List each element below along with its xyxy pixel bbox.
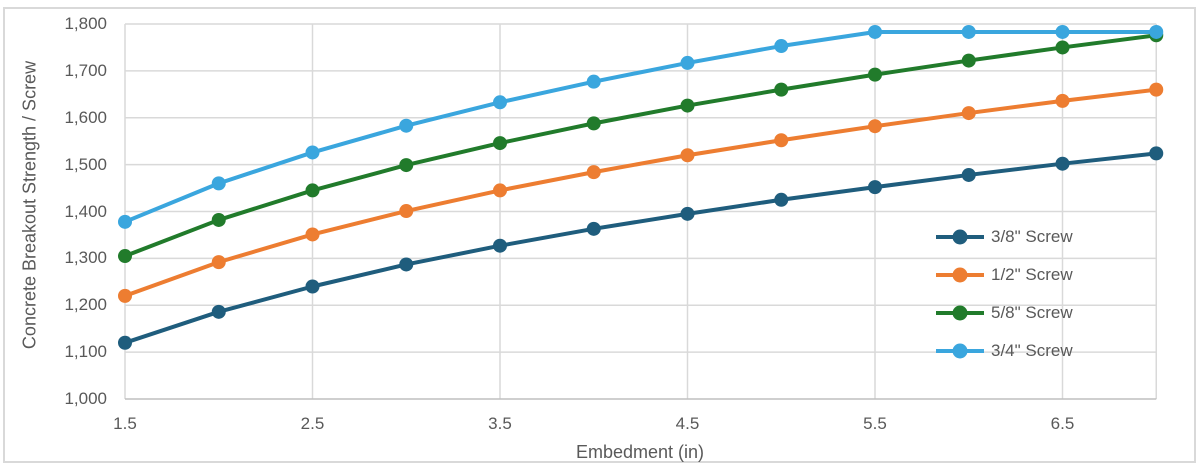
y-tick-label: 1,800	[64, 14, 107, 33]
data-point-marker	[399, 257, 414, 272]
legend-item[interactable]: 3/4" Screw	[936, 332, 1073, 370]
data-point-marker	[118, 288, 132, 303]
x-tick-label: 4.5	[675, 414, 700, 433]
data-point-marker	[680, 206, 695, 221]
data-point-marker	[1055, 24, 1070, 39]
data-point-marker	[305, 145, 320, 160]
legend-label: 3/4" Screw	[991, 341, 1073, 360]
data-point-marker	[680, 98, 695, 113]
data-point-marker	[961, 167, 976, 182]
data-point-marker	[868, 24, 882, 39]
data-point-marker	[211, 212, 226, 227]
x-tick-label: 2.5	[300, 414, 325, 433]
data-point-marker	[305, 227, 320, 242]
series-line	[123, 29, 1159, 224]
data-point-marker	[493, 136, 507, 151]
data-point-marker	[961, 106, 976, 121]
legend-marker-icon	[936, 343, 984, 359]
y-tick-label: 1,500	[64, 154, 107, 174]
data-point-marker	[118, 335, 132, 350]
data-point-marker	[586, 165, 601, 180]
data-point-marker	[1055, 93, 1070, 108]
legend-label: 3/8" Screw	[991, 227, 1073, 246]
x-tick-label: 5.5	[863, 414, 887, 433]
legend-marker-icon	[936, 305, 984, 321]
data-point-marker	[586, 116, 601, 131]
y-tick-label: 1,600	[64, 107, 107, 127]
legend-marker-icon	[936, 267, 984, 283]
series-line	[123, 87, 1159, 298]
data-point-marker	[774, 82, 789, 97]
data-point-marker	[961, 53, 976, 68]
data-point-marker	[1149, 146, 1164, 161]
legend-item[interactable]: 5/8" Screw	[936, 294, 1073, 332]
y-tick-label: 1,700	[64, 60, 107, 80]
y-tick-label: 1,300	[64, 248, 107, 268]
y-tick-label: 1,000	[64, 389, 107, 408]
data-point-marker	[211, 176, 226, 191]
data-point-marker	[493, 183, 507, 198]
data-point-marker	[1149, 24, 1164, 39]
data-point-marker	[399, 158, 414, 173]
data-point-marker	[305, 183, 320, 198]
y-tick-label: 1,400	[64, 201, 107, 221]
data-point-marker	[868, 180, 882, 195]
data-point-marker	[868, 67, 882, 82]
legend-marker-icon	[936, 229, 984, 245]
series-line	[123, 33, 1159, 259]
x-axis-title: Embedment (in)	[575, 442, 705, 462]
y-tick-label: 1,100	[64, 342, 107, 362]
legend-label: 1/2" Screw	[991, 265, 1073, 284]
data-point-marker	[680, 148, 695, 163]
data-point-marker	[680, 55, 695, 70]
data-point-marker	[493, 238, 507, 253]
data-point-marker	[586, 74, 601, 89]
series-line	[123, 151, 1159, 345]
data-point-marker	[211, 255, 226, 270]
data-point-marker	[774, 192, 789, 207]
data-point-marker	[493, 95, 507, 110]
data-point-marker	[305, 279, 320, 294]
data-point-marker	[961, 24, 976, 39]
data-point-marker	[118, 249, 132, 264]
data-point-marker	[774, 133, 789, 148]
data-point-marker	[1055, 156, 1070, 171]
x-tick-label: 6.5	[1050, 414, 1075, 433]
data-point-marker	[868, 119, 882, 134]
data-point-marker	[118, 214, 132, 229]
legend-item[interactable]: 3/8" Screw	[936, 218, 1073, 256]
legend: 3/8" Screw 1/2" Screw 5/8" Screw 3/4" Screw	[936, 218, 1073, 370]
data-point-marker	[586, 221, 601, 236]
x-tick-label: 3.5	[488, 414, 512, 433]
y-tick-label: 1,200	[64, 295, 107, 315]
data-point-marker	[399, 204, 414, 219]
data-point-marker	[774, 39, 789, 54]
data-point-marker	[399, 118, 414, 133]
x-tick-label: 1.5	[113, 414, 137, 433]
data-point-marker	[1149, 82, 1164, 97]
data-point-marker	[211, 304, 226, 319]
data-point-marker	[1055, 40, 1070, 55]
legend-item[interactable]: 1/2" Screw	[936, 256, 1073, 294]
legend-label: 5/8" Screw	[991, 303, 1073, 322]
